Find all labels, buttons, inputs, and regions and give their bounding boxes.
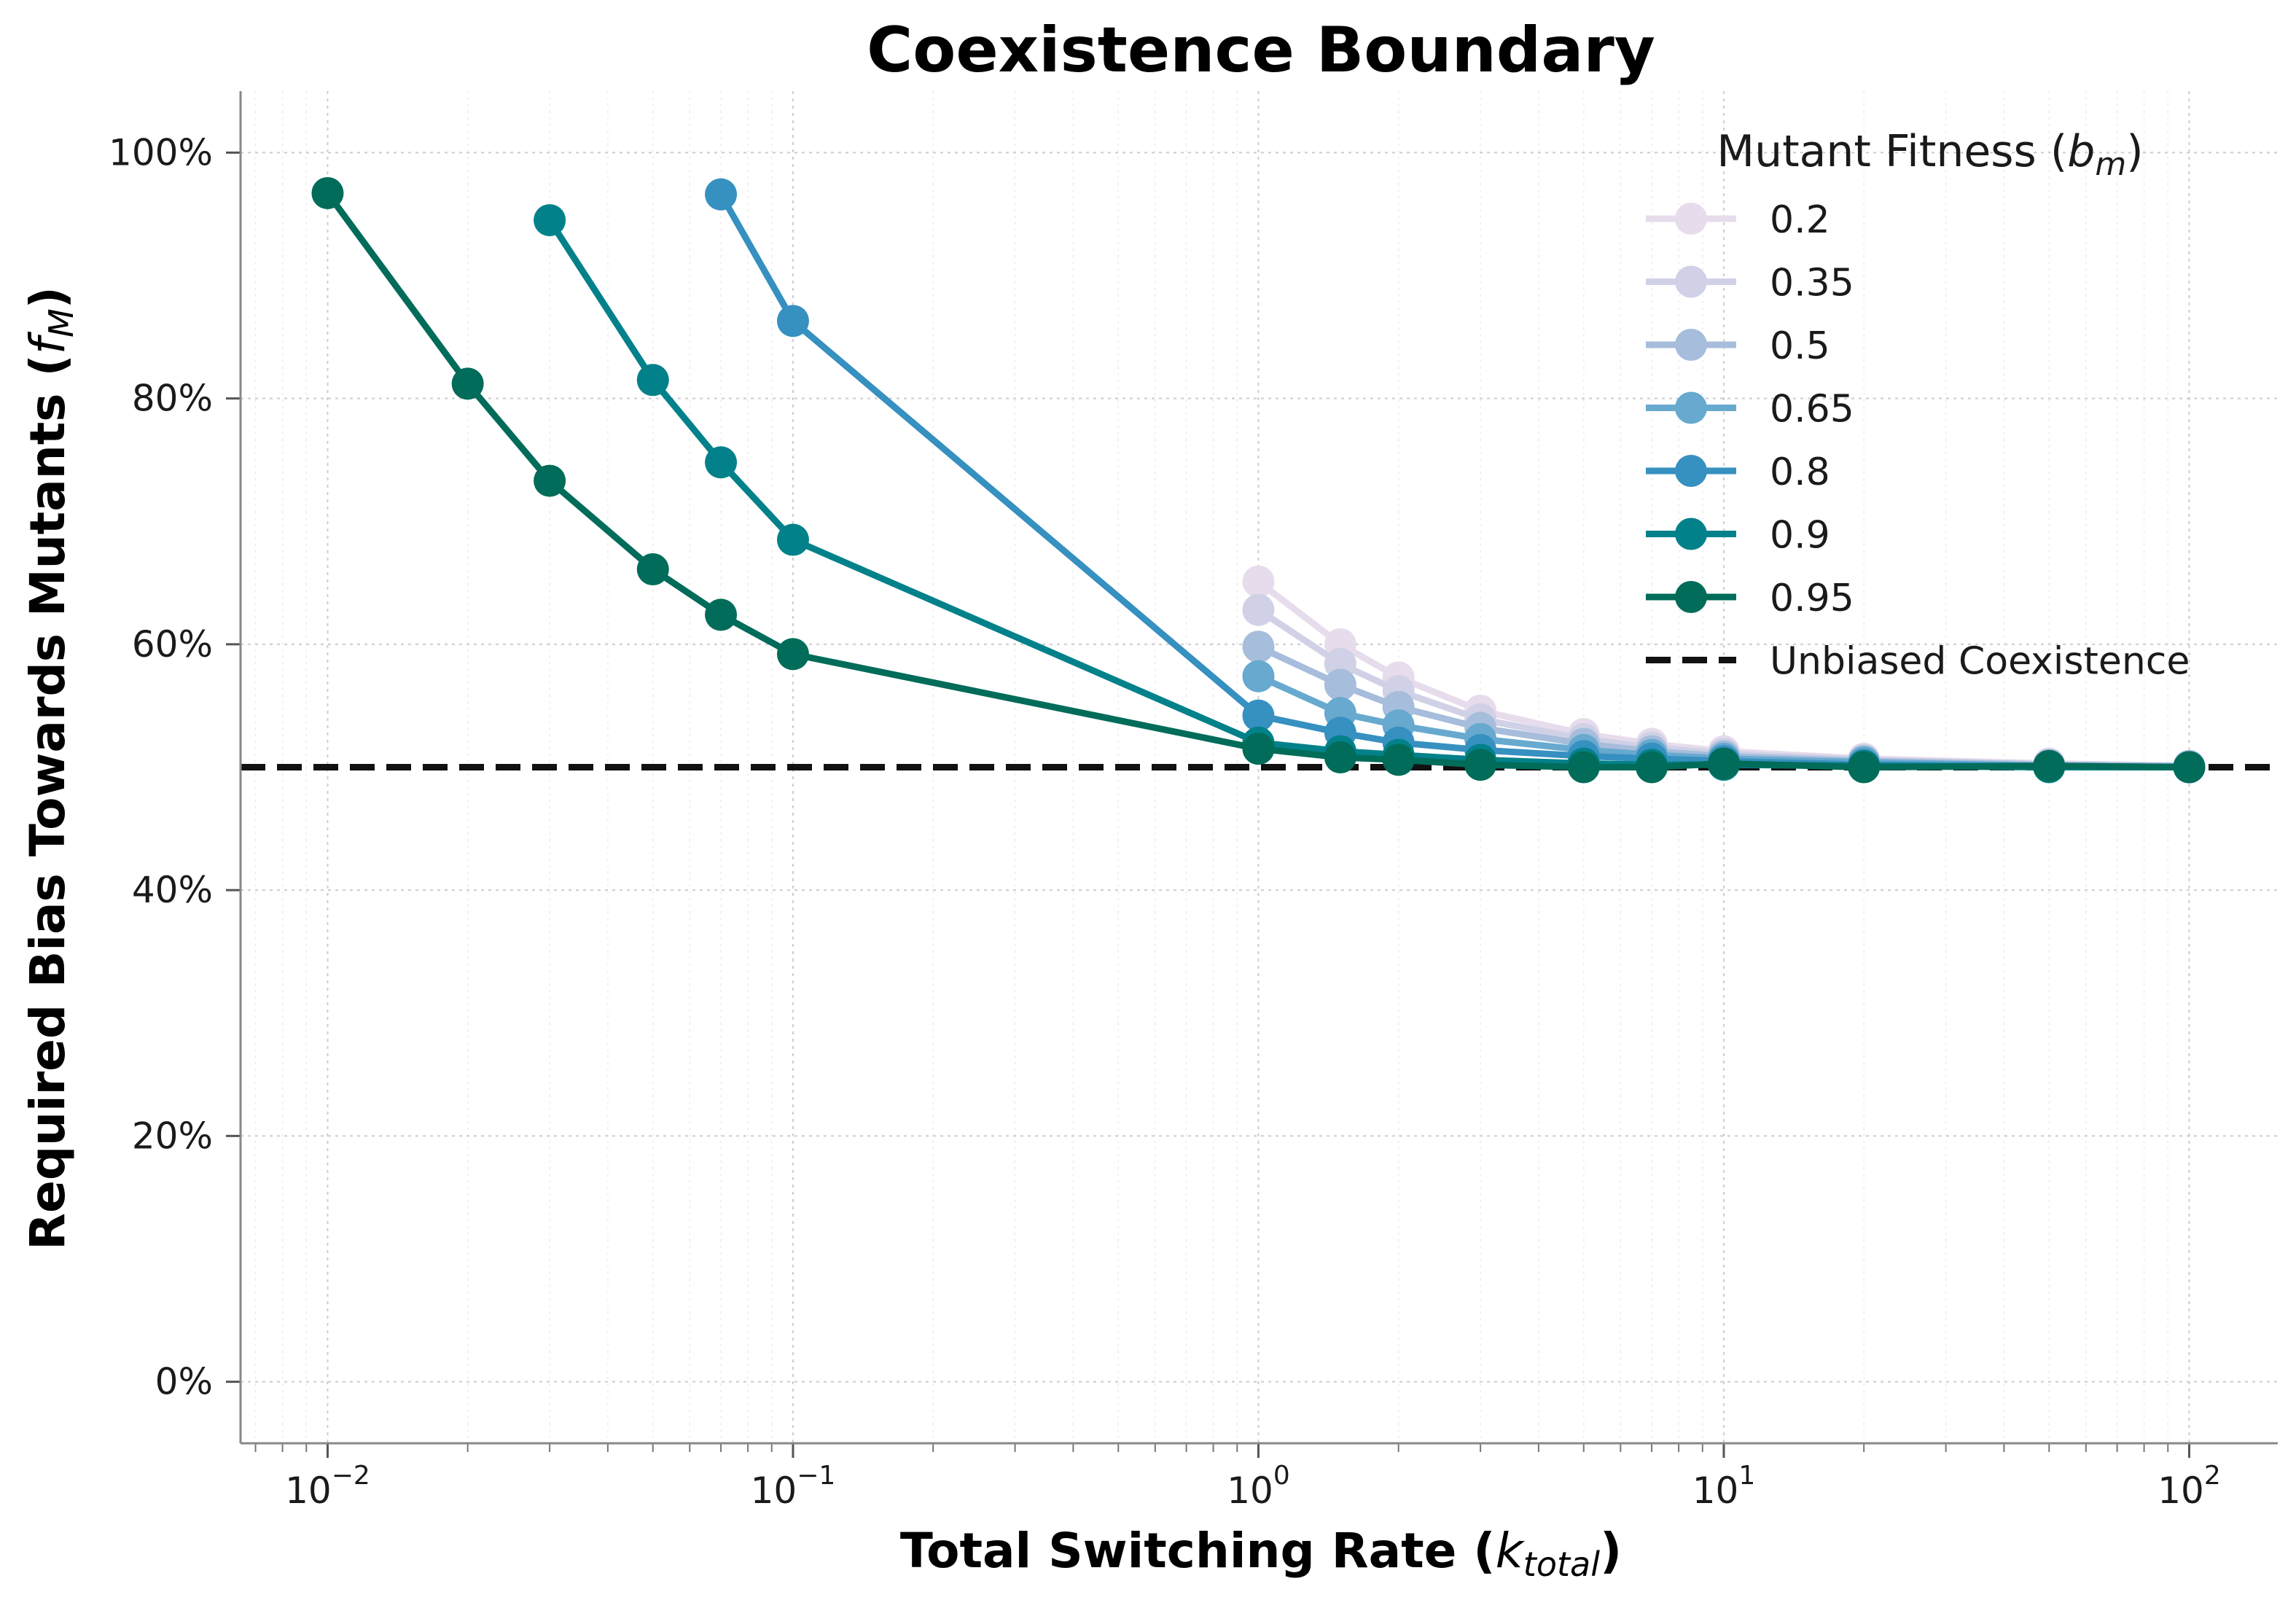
- legend-entry-reference: Unbiased Coexistence: [1646, 640, 2190, 684]
- chart-title: Coexistence Boundary: [867, 14, 1655, 87]
- series-line: [324, 190, 2192, 770]
- x-tick-label: 10−1: [751, 1461, 836, 1512]
- data-point: [1324, 668, 1356, 701]
- axes: 10−2 10−1 100 101 102 0% 20% 40% 60% 80% 100%: [109, 91, 2278, 1512]
- data-point: [1324, 741, 1356, 774]
- data-point: [1464, 749, 1497, 781]
- legend-marker: [1675, 391, 1707, 424]
- data-point: [1242, 565, 1275, 598]
- legend-entries: 0.2 0.35 0.5 0.65 0.8 0.9 0.95 Unbiased Coexist…: [1646, 198, 2190, 684]
- series-0.95: [311, 176, 2206, 784]
- data-point: [311, 176, 344, 209]
- legend-label: 0.5: [1770, 324, 1830, 368]
- legend-label: 0.35: [1770, 262, 1854, 305]
- data-point: [1242, 593, 1275, 626]
- data-point: [636, 364, 669, 397]
- legend-label: 0.95: [1770, 577, 1854, 620]
- y-tick-label: 60%: [132, 623, 213, 666]
- data-point: [1848, 751, 1881, 784]
- legend-entry: 0.9: [1646, 514, 1830, 558]
- series-layer: [311, 176, 2206, 784]
- data-point: [534, 204, 566, 237]
- y-tick-label: 20%: [132, 1115, 213, 1157]
- legend-marker: [1675, 581, 1707, 613]
- x-axis-label: Total Switching Rate (ktotal): [900, 1523, 1622, 1584]
- legend-label: 0.8: [1770, 450, 1830, 494]
- data-point: [776, 523, 809, 556]
- legend-marker: [1675, 455, 1707, 487]
- y-axis-label: Required Bias Towards Mutants (fM): [20, 286, 81, 1250]
- data-point: [1636, 751, 1668, 784]
- x-tick-label: 10−2: [285, 1461, 370, 1512]
- legend-entry: 0.8: [1646, 450, 1830, 494]
- legend-marker: [1675, 518, 1707, 550]
- legend-label: 0.2: [1770, 198, 1830, 242]
- data-point: [705, 598, 738, 631]
- data-point: [1382, 744, 1415, 776]
- x-tick-label: 100: [1227, 1461, 1290, 1512]
- data-point: [2033, 749, 2066, 782]
- legend-entry: 0.95: [1646, 577, 1854, 620]
- legend-marker: [1675, 265, 1707, 298]
- legend-marker: [1675, 329, 1707, 361]
- y-tick-label: 100%: [109, 131, 213, 173]
- y-tick-label: 40%: [132, 869, 213, 911]
- legend-label: Unbiased Coexistence: [1770, 640, 2190, 684]
- data-point: [705, 178, 738, 211]
- x-tick-label: 102: [2158, 1461, 2221, 1512]
- data-point: [705, 446, 738, 479]
- y-tick-label: 0%: [155, 1361, 213, 1403]
- data-point: [776, 638, 809, 671]
- legend: Mutant Fitness (bm) 0.2 0.35 0.5 0.65 0.8 0.9…: [1646, 126, 2190, 684]
- data-point: [1707, 747, 1740, 780]
- data-point: [534, 464, 566, 497]
- data-point: [776, 305, 809, 337]
- legend-entry: 0.5: [1646, 324, 1830, 368]
- legend-entry: 0.35: [1646, 262, 1854, 305]
- y-tick-label: 80%: [132, 378, 213, 420]
- data-point: [2173, 751, 2206, 784]
- x-tick-label: 101: [1692, 1461, 1756, 1512]
- legend-title: Mutant Fitness (bm): [1717, 126, 2143, 183]
- data-point: [1242, 660, 1275, 692]
- legend-entry: 0.2: [1646, 198, 1830, 242]
- legend-entry: 0.65: [1646, 388, 1854, 432]
- data-point: [1242, 733, 1275, 765]
- legend-marker: [1675, 203, 1707, 235]
- data-point: [1567, 751, 1600, 784]
- data-point: [636, 553, 669, 585]
- legend-label: 0.65: [1770, 388, 1854, 432]
- data-point: [451, 367, 484, 400]
- legend-label: 0.9: [1770, 514, 1830, 558]
- data-point: [1242, 631, 1275, 663]
- data-point: [1242, 699, 1275, 732]
